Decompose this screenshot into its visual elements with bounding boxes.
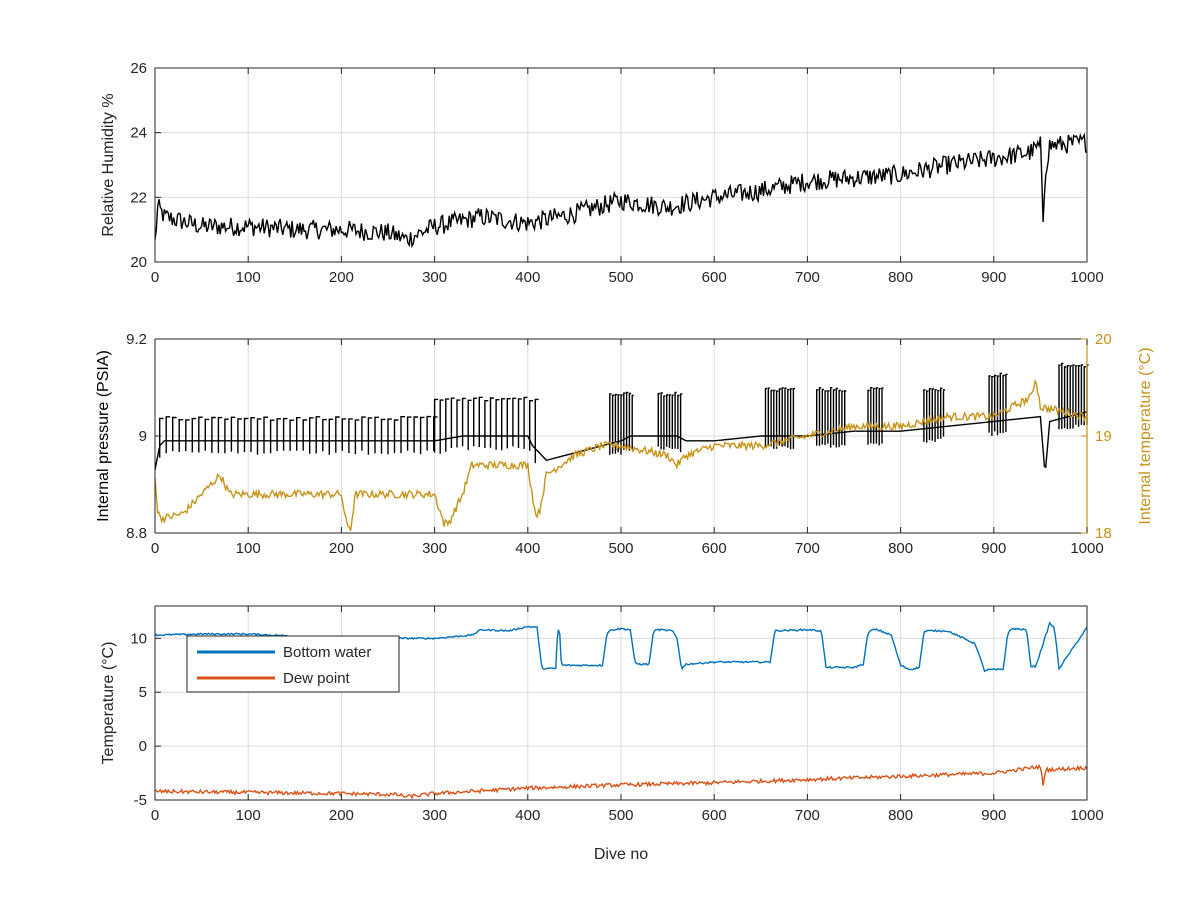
x-tick-label: 200 xyxy=(329,807,354,824)
x-tick-label: 300 xyxy=(422,540,447,557)
dew-point-line xyxy=(154,763,1088,800)
y-axis-label: Relative Humidity % xyxy=(100,93,117,236)
x-tick-label: 600 xyxy=(702,540,727,557)
x-tick-label: 0 xyxy=(151,540,159,557)
x-tick-label: 200 xyxy=(329,269,354,286)
pressure-spike-band xyxy=(159,415,438,458)
y2-tick-label: 18 xyxy=(1095,525,1112,542)
legend: Bottom water Dew point xyxy=(186,635,400,693)
x-tick-label: 800 xyxy=(888,269,913,286)
y-tick-label: 24 xyxy=(130,125,147,142)
x-tick-label: 500 xyxy=(608,807,633,824)
pressure-spike-band xyxy=(433,396,539,464)
y2-tick-label: 20 xyxy=(1095,331,1112,348)
x-tick-label: 300 xyxy=(422,807,447,824)
x-tick-label: 800 xyxy=(888,540,913,557)
x-tick-label: 400 xyxy=(515,540,540,557)
x-tick-label: 300 xyxy=(422,269,447,286)
x-tick-label: 100 xyxy=(236,807,261,824)
temperature-panel: 0 100 200 300 400 500 600 700 800 900 1000-50510Te… xyxy=(100,605,1104,863)
x-tick-label: 1000 xyxy=(1070,540,1103,557)
x-tick-label: 700 xyxy=(795,269,820,286)
x-tick-label: 400 xyxy=(515,269,540,286)
pressure-temperature-series-1-line xyxy=(154,378,1088,531)
x-tick-label: 400 xyxy=(515,807,540,824)
pressure-spike-band xyxy=(1058,362,1089,430)
y-tick-label: 5 xyxy=(139,684,147,701)
pressure-spike-band xyxy=(867,387,884,446)
y2-tick-label: 19 xyxy=(1095,428,1112,445)
x-tick-label: 900 xyxy=(981,540,1006,557)
x-axis-label: Dive no xyxy=(594,846,648,863)
pressure-spike-band xyxy=(923,387,946,443)
x-tick-label: 1000 xyxy=(1070,807,1103,824)
y2-axis-label: Internal temperature (°C) xyxy=(1137,347,1154,524)
x-tick-label: 1000 xyxy=(1070,269,1103,286)
legend-entry: Dew point xyxy=(283,670,351,687)
y-tick-label: 20 xyxy=(130,254,147,271)
x-tick-label: 600 xyxy=(702,269,727,286)
pressure-spike-band xyxy=(609,391,634,455)
pressure-spike-band xyxy=(764,387,796,450)
humidity-series-0-line xyxy=(154,132,1087,249)
y-tick-label: -5 xyxy=(134,792,147,809)
pressure-spike-band xyxy=(988,372,1008,436)
pressure-temperature-panel: 0 100 200 300 400 500 600 700 800 900 1000 8.8 9 9.2 1… xyxy=(95,331,1154,557)
y-tick-label: 0 xyxy=(139,738,147,755)
x-tick-label: 900 xyxy=(981,807,1006,824)
x-tick-label: 800 xyxy=(888,807,913,824)
x-tick-label: 900 xyxy=(981,269,1006,286)
y-tick-label: 9.2 xyxy=(126,331,147,348)
y-axis-label: Temperature (°C) xyxy=(100,642,117,765)
x-tick-label: 0 xyxy=(151,807,159,824)
y-tick-label: 10 xyxy=(130,630,147,647)
pressure-spike-band xyxy=(816,387,847,448)
x-tick-label: 700 xyxy=(795,807,820,824)
pressure-spike-band xyxy=(657,391,683,453)
x-tick-label: 0 xyxy=(151,269,159,286)
y-tick-label: 9 xyxy=(139,428,147,445)
x-tick-label: 700 xyxy=(795,540,820,557)
y-axis-label: Internal pressure (PSIA) xyxy=(95,350,112,522)
x-tick-label: 500 xyxy=(608,540,633,557)
x-tick-label: 100 xyxy=(236,269,261,286)
x-tick-label: 100 xyxy=(236,540,261,557)
legend-box xyxy=(186,635,400,693)
x-tick-label: 500 xyxy=(608,269,633,286)
y-tick-label: 22 xyxy=(130,189,147,206)
legend-entry: Bottom water xyxy=(283,644,371,661)
y-tick-label: 8.8 xyxy=(126,525,147,542)
humidity-panel: 0 100 200 300 400 500 600 700 800 900 1000 20 22 24 26… xyxy=(100,60,1104,286)
y-tick-label: 26 xyxy=(130,60,147,77)
x-tick-label: 200 xyxy=(329,540,354,557)
x-tick-label: 600 xyxy=(702,807,727,824)
